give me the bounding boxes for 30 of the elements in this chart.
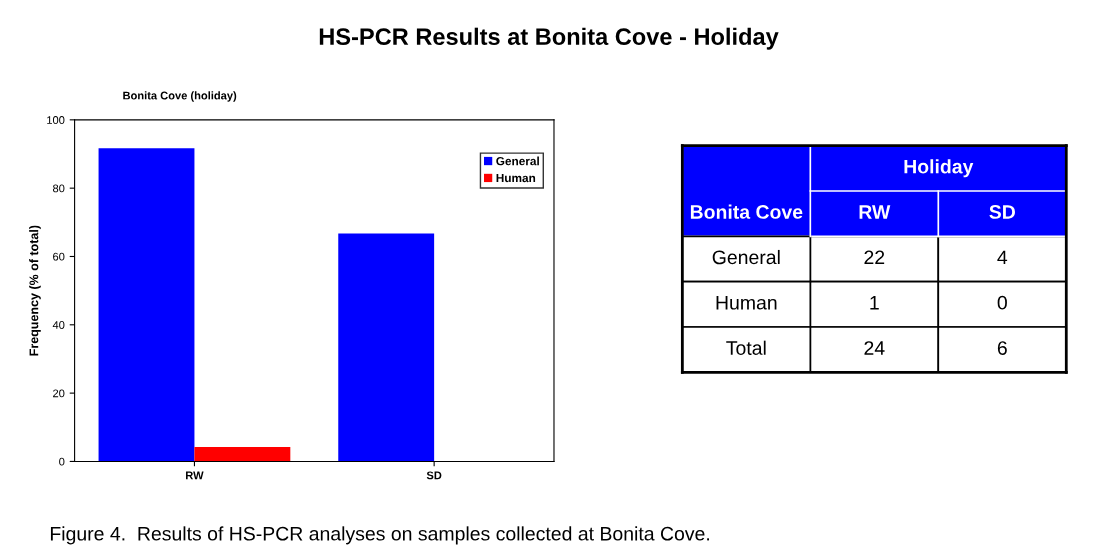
y-axis-title: Frequency (% of total) <box>29 225 41 356</box>
x-tick-label: RW <box>186 471 204 480</box>
y-tick-label: General <box>712 249 780 265</box>
y-tick-label: Human <box>716 296 777 310</box>
y-tick-label: Total <box>726 340 766 355</box>
y-tick-label: 40 <box>52 321 65 329</box>
y-tick-label: 100 <box>47 116 65 124</box>
chart-title: Holiday <box>904 159 974 178</box>
y-tick-label: 60 <box>53 252 65 261</box>
x-tick-label: SD <box>426 471 442 480</box>
data-label: 6 <box>997 341 1007 355</box>
bar <box>338 233 435 462</box>
chart-title: HS-PCR Results at Bonita Cove - Holiday <box>319 27 779 50</box>
data-label: 4 <box>997 250 1008 265</box>
x-tick-label: SD <box>989 205 1015 219</box>
bar <box>98 148 195 462</box>
data-label: 22 <box>864 250 885 265</box>
y-tick-label: 20 <box>53 389 65 398</box>
y-tick-label: 0 <box>59 457 65 466</box>
x-tick-label: RW <box>859 205 891 219</box>
y-tick-label: 80 <box>53 184 65 193</box>
legend-label: General <box>496 156 539 166</box>
caption: Figure 4. Results of HS-PCR analyses on samples collected at Bonita Cove. <box>50 526 710 545</box>
data-label: 1 <box>870 296 879 310</box>
legend-label: Human <box>496 173 536 183</box>
data-label: 24 <box>864 341 885 355</box>
data-label: 0 <box>997 295 1007 310</box>
chart-subtitle: Bonita Cove (holiday) <box>123 91 237 102</box>
bar <box>194 447 291 462</box>
y-axis-title: Bonita Cove <box>690 204 803 219</box>
